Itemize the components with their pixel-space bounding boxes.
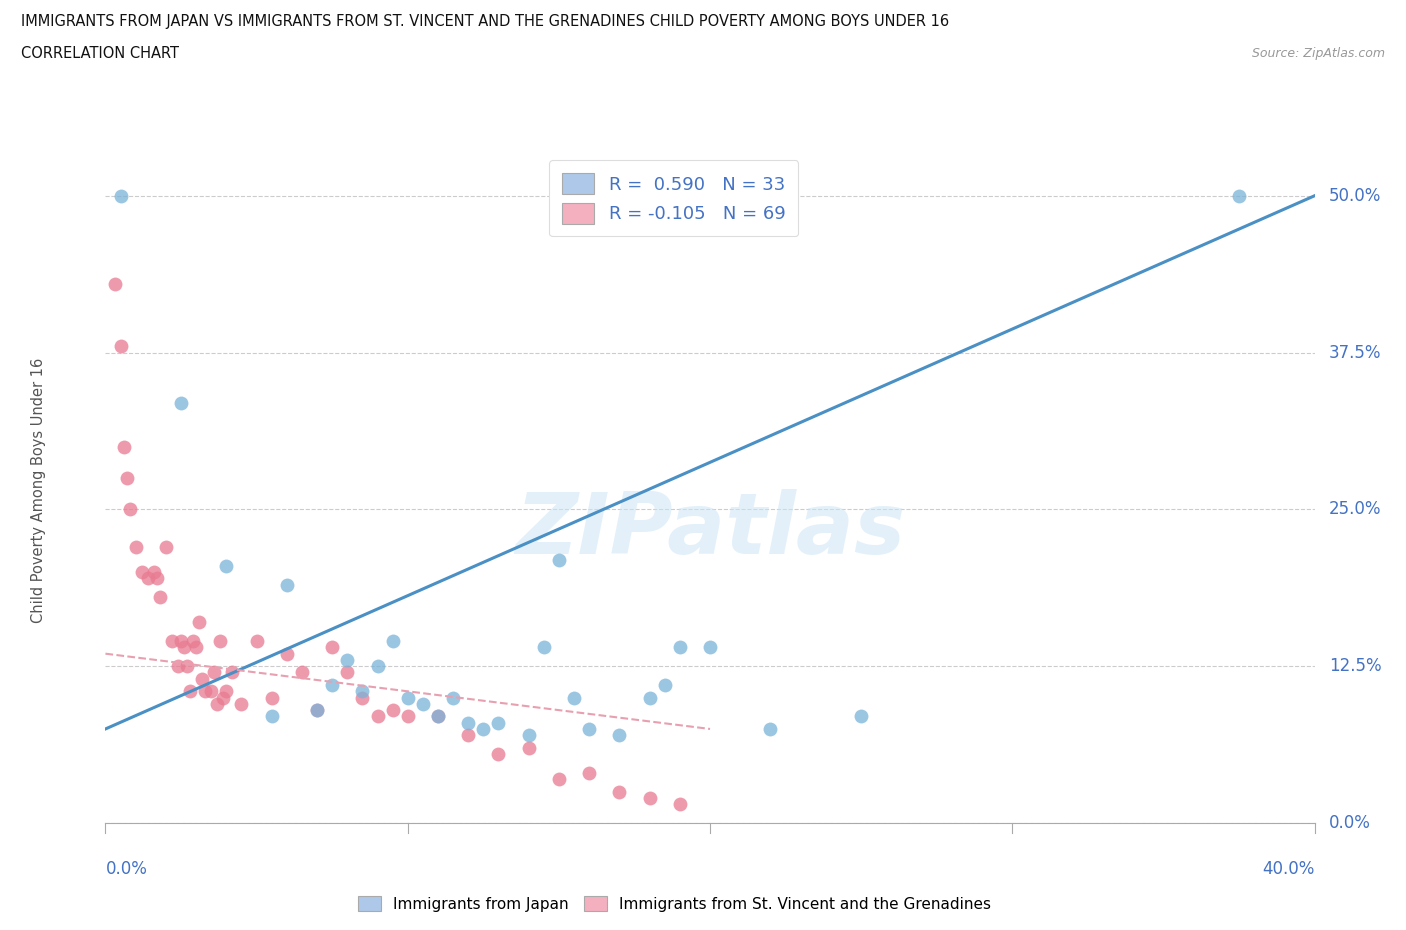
Point bbox=[146, 571, 169, 586]
Point bbox=[170, 395, 193, 410]
Point bbox=[849, 709, 872, 724]
Point bbox=[131, 565, 153, 579]
Point bbox=[366, 658, 388, 673]
Point bbox=[669, 640, 692, 655]
Point bbox=[207, 697, 229, 711]
Point bbox=[110, 188, 132, 203]
Point bbox=[291, 665, 314, 680]
Point bbox=[276, 646, 298, 661]
Point bbox=[188, 615, 211, 630]
Point bbox=[170, 633, 193, 648]
Point bbox=[412, 697, 434, 711]
Point bbox=[548, 552, 571, 567]
Point bbox=[155, 539, 177, 554]
Point bbox=[352, 684, 374, 698]
Text: IMMIGRANTS FROM JAPAN VS IMMIGRANTS FROM ST. VINCENT AND THE GRENADINES CHILD PO: IMMIGRANTS FROM JAPAN VS IMMIGRANTS FROM… bbox=[21, 14, 949, 29]
Point bbox=[260, 709, 283, 724]
Point bbox=[486, 747, 509, 762]
Point bbox=[191, 671, 214, 686]
Point bbox=[136, 571, 159, 586]
Point bbox=[457, 728, 479, 743]
Point bbox=[578, 765, 600, 780]
Text: 25.0%: 25.0% bbox=[1329, 500, 1382, 518]
Point bbox=[142, 565, 165, 579]
Point bbox=[245, 633, 267, 648]
Point bbox=[124, 539, 148, 554]
Text: Child Poverty Among Boys Under 16: Child Poverty Among Boys Under 16 bbox=[31, 358, 46, 623]
Point bbox=[307, 703, 329, 718]
Point bbox=[176, 658, 198, 673]
Point bbox=[260, 690, 283, 705]
Point bbox=[336, 665, 359, 680]
Point bbox=[186, 640, 208, 655]
Point bbox=[209, 633, 232, 648]
Point bbox=[699, 640, 721, 655]
Point bbox=[110, 339, 132, 353]
Point bbox=[562, 690, 585, 705]
Point bbox=[654, 678, 676, 693]
Point bbox=[517, 728, 540, 743]
Point bbox=[457, 715, 479, 730]
Point bbox=[321, 678, 343, 693]
Point bbox=[231, 697, 253, 711]
Text: 12.5%: 12.5% bbox=[1329, 658, 1382, 675]
Point bbox=[200, 684, 222, 698]
Legend: Immigrants from Japan, Immigrants from St. Vincent and the Grenadines: Immigrants from Japan, Immigrants from S… bbox=[352, 889, 998, 918]
Point bbox=[276, 578, 298, 592]
Point bbox=[115, 471, 138, 485]
Point bbox=[638, 690, 661, 705]
Point bbox=[160, 633, 183, 648]
Point bbox=[103, 276, 125, 291]
Point bbox=[578, 722, 600, 737]
Point bbox=[307, 703, 329, 718]
Point bbox=[112, 439, 135, 454]
Point bbox=[215, 558, 238, 573]
Legend: R =  0.590   N = 33, R = -0.105   N = 69: R = 0.590 N = 33, R = -0.105 N = 69 bbox=[550, 161, 799, 236]
Point bbox=[202, 665, 225, 680]
Text: 0.0%: 0.0% bbox=[1329, 814, 1371, 832]
Point bbox=[533, 640, 555, 655]
Point bbox=[548, 772, 571, 787]
Point bbox=[194, 684, 217, 698]
Point bbox=[1227, 188, 1250, 203]
Point bbox=[441, 690, 464, 705]
Text: ZIPatlas: ZIPatlas bbox=[515, 489, 905, 572]
Point bbox=[167, 658, 190, 673]
Text: 40.0%: 40.0% bbox=[1263, 859, 1315, 878]
Text: 0.0%: 0.0% bbox=[105, 859, 148, 878]
Point bbox=[427, 709, 450, 724]
Point bbox=[366, 709, 388, 724]
Point bbox=[486, 715, 509, 730]
Point bbox=[381, 703, 404, 718]
Point bbox=[472, 722, 495, 737]
Point bbox=[759, 722, 782, 737]
Point bbox=[181, 633, 204, 648]
Point bbox=[609, 728, 631, 743]
Point bbox=[336, 653, 359, 668]
Point bbox=[212, 690, 235, 705]
Text: CORRELATION CHART: CORRELATION CHART bbox=[21, 46, 179, 61]
Point bbox=[396, 690, 419, 705]
Text: 37.5%: 37.5% bbox=[1329, 343, 1382, 362]
Point bbox=[638, 790, 661, 805]
Point bbox=[396, 709, 419, 724]
Point bbox=[173, 640, 195, 655]
Text: Source: ZipAtlas.com: Source: ZipAtlas.com bbox=[1251, 46, 1385, 60]
Point bbox=[321, 640, 343, 655]
Point bbox=[669, 797, 692, 812]
Point bbox=[609, 784, 631, 799]
Point bbox=[221, 665, 243, 680]
Point bbox=[179, 684, 201, 698]
Point bbox=[215, 684, 238, 698]
Point bbox=[118, 502, 141, 517]
Point bbox=[427, 709, 450, 724]
Text: 50.0%: 50.0% bbox=[1329, 187, 1382, 205]
Point bbox=[381, 633, 404, 648]
Point bbox=[517, 740, 540, 755]
Point bbox=[149, 590, 172, 604]
Point bbox=[352, 690, 374, 705]
